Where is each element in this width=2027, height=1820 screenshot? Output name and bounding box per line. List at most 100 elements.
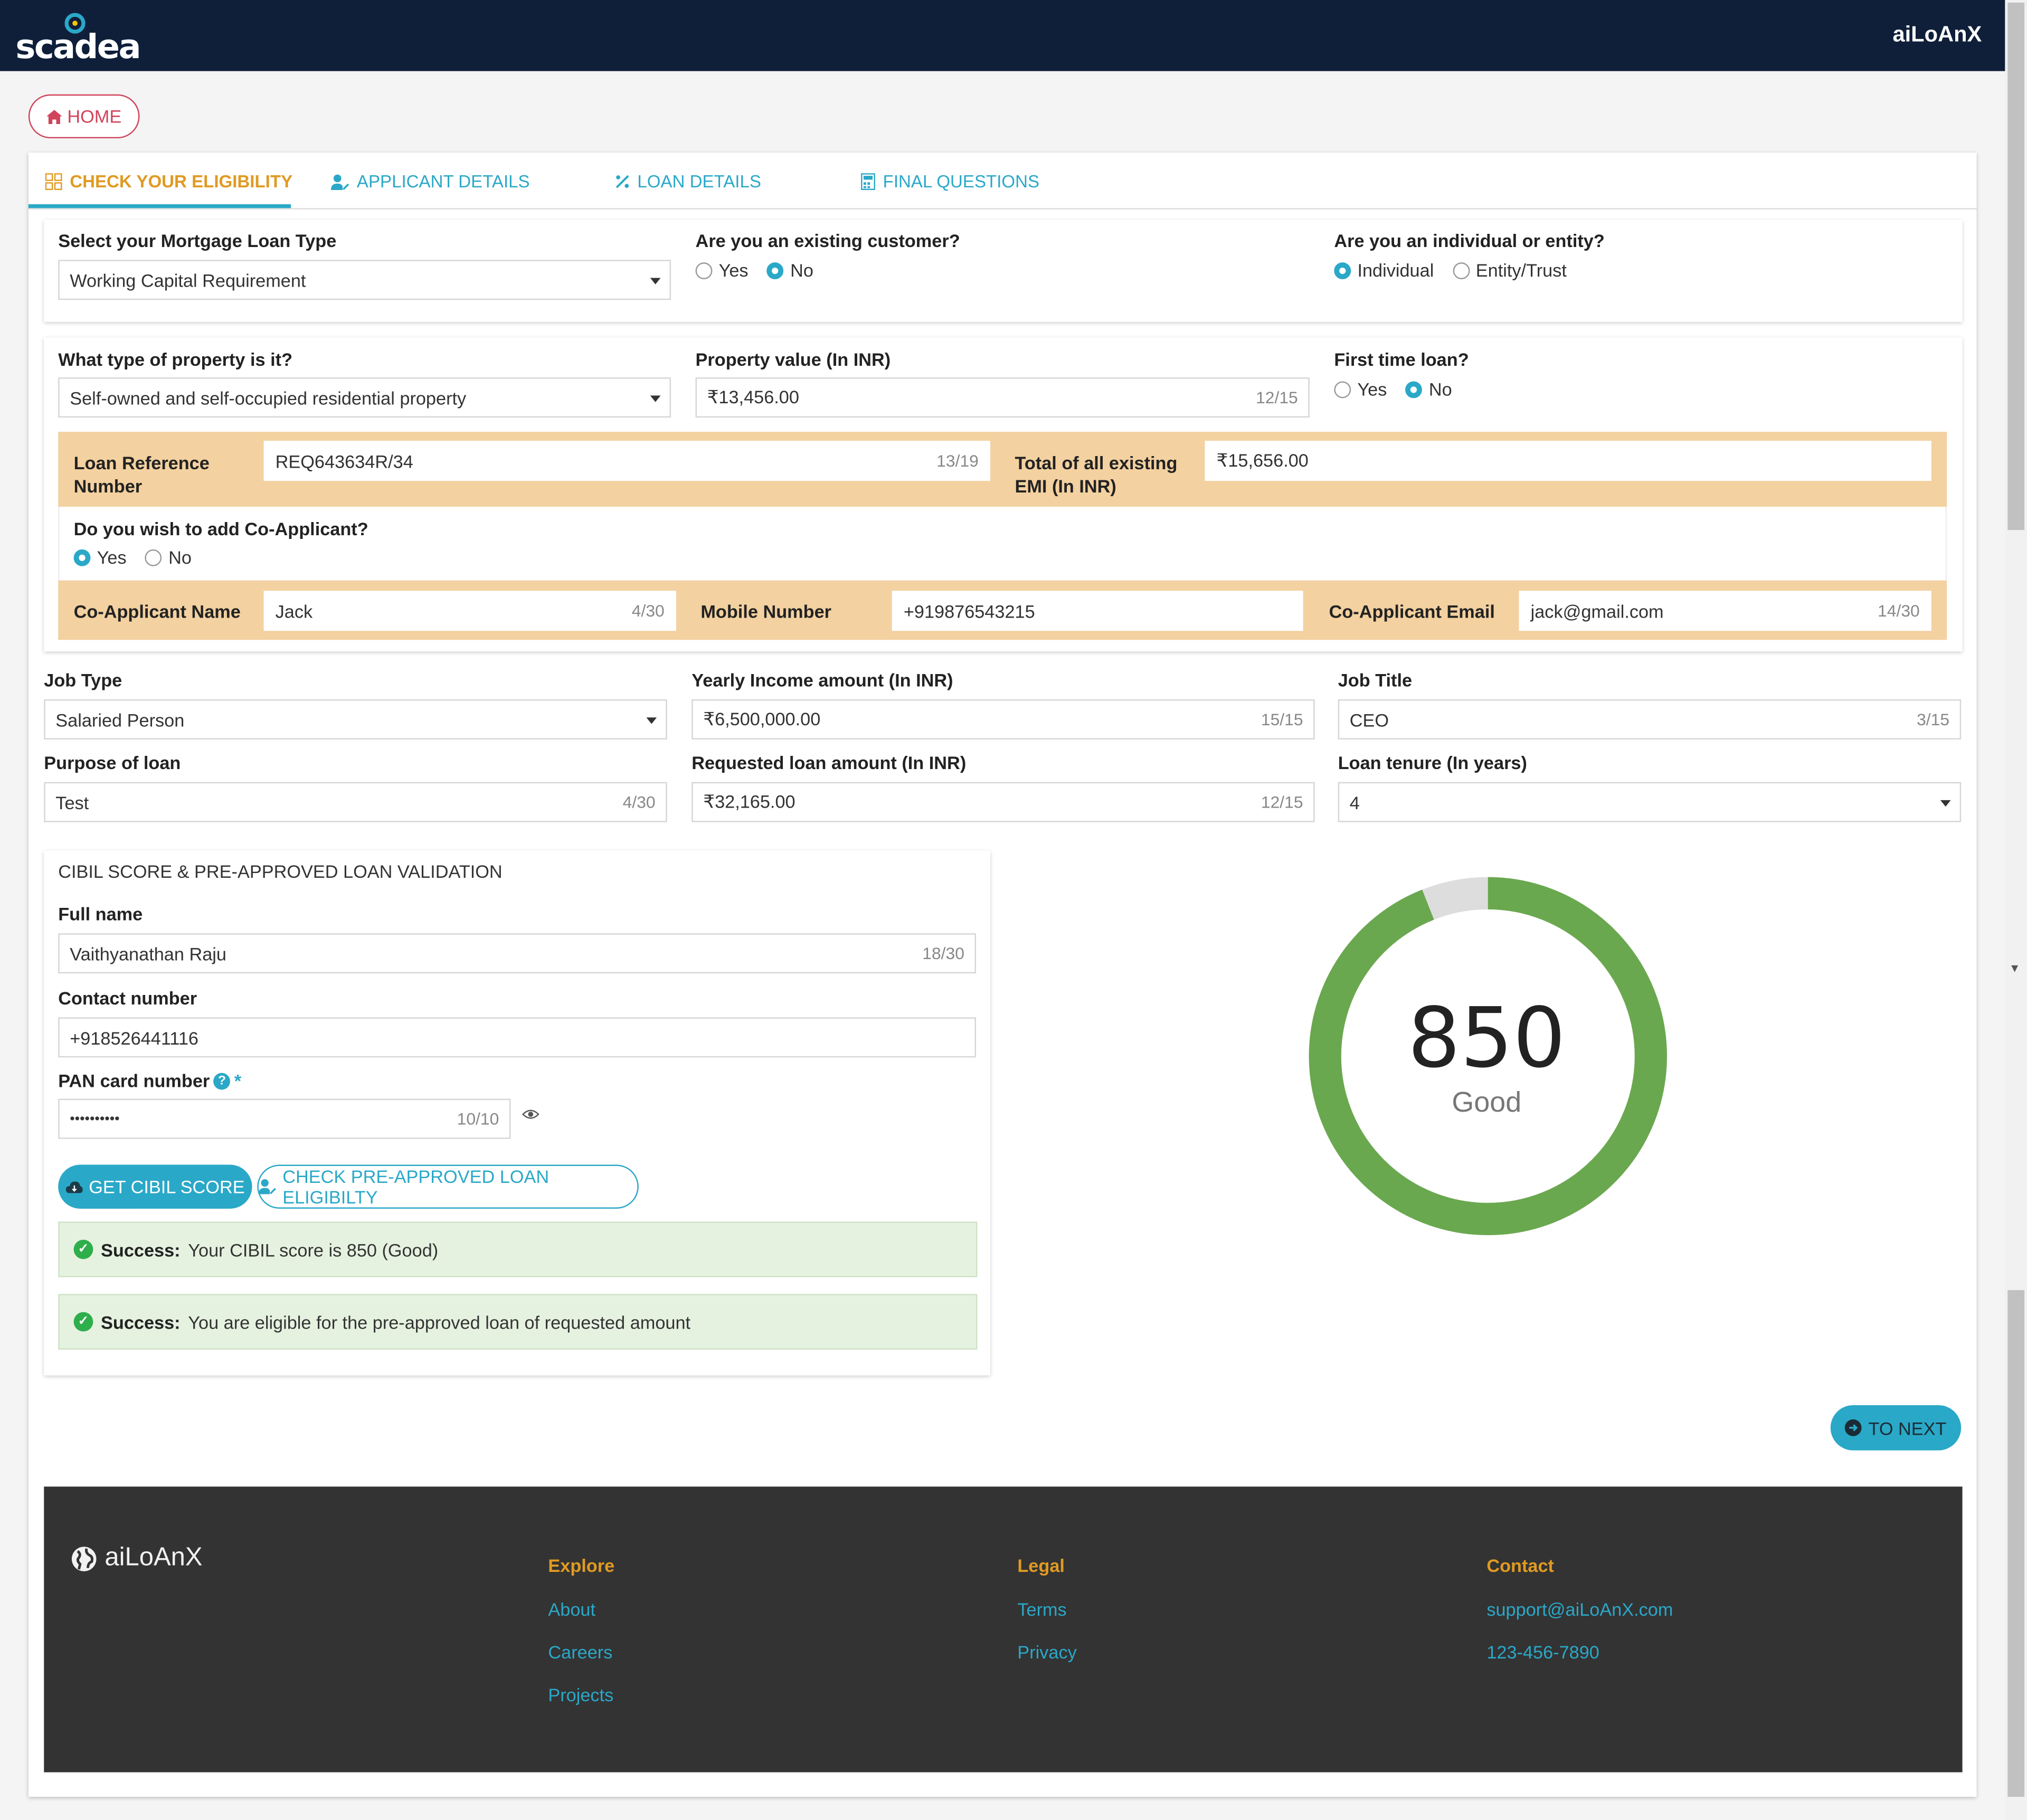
loan-reference-value: REQ643634R/34 (275, 450, 413, 471)
footer-legal-heading: Legal (1017, 1555, 1065, 1576)
footer-contact-email[interactable]: support@aiLoAnX.com (1486, 1599, 1673, 1620)
coapplicant-no-radio[interactable]: No (145, 547, 192, 567)
cloud-download-icon (65, 1181, 83, 1193)
full-name-input[interactable]: Vaithyanathan Raju 18/30 (58, 933, 976, 974)
first-time-no-radio[interactable]: No (1405, 379, 1452, 400)
full-name-label: Full name (58, 903, 143, 925)
job-type-select[interactable]: Salaried Person (44, 699, 667, 740)
individual-entity-label: Are you an individual or entity? (1334, 230, 1605, 251)
job-title-value: CEO (1349, 709, 1389, 730)
footer-contact-heading: Contact (1486, 1555, 1555, 1576)
scrollbar-thumb[interactable] (2007, 2, 2025, 530)
footer-link-terms[interactable]: Terms (1017, 1599, 1067, 1620)
coapplicant-name-value: Jack (275, 600, 313, 621)
check-circle-icon: ✓ (73, 1312, 93, 1332)
wizard-tabs (28, 153, 1977, 210)
mobile-number-input[interactable]: +919876543215 (892, 591, 1303, 631)
property-type-select[interactable]: Self-owned and self-occupied residential… (58, 377, 671, 418)
property-value-input[interactable]: ₹13,456.00 12/15 (695, 377, 1310, 418)
get-cibil-score-button[interactable]: GET CIBIL SCORE (58, 1164, 252, 1209)
tab-applicant-details[interactable]: APPLICANT DETAILS (330, 172, 530, 192)
home-button[interactable]: HOME (28, 94, 140, 139)
cibil-score-gauge (1309, 877, 1667, 1236)
footer-link-projects[interactable]: Projects (548, 1684, 614, 1705)
top-navbar (0, 0, 2005, 71)
scrollbar-thumb-secondary[interactable] (2007, 1290, 2025, 1797)
chevron-down-icon (646, 717, 657, 724)
contact-number-input[interactable]: +918526441116 (58, 1017, 976, 1058)
loan-type-select[interactable]: Working Capital Requirement (58, 260, 671, 300)
gauge-fill (1309, 877, 1667, 1236)
char-counter: 14/30 (1878, 601, 1920, 621)
purpose-value: Test (55, 792, 89, 813)
footer-link-privacy[interactable]: Privacy (1017, 1642, 1077, 1663)
tab-final-questions[interactable]: FINAL QUESTIONS (861, 172, 1040, 192)
requested-amount-input[interactable]: ₹32,165.00 12/15 (692, 782, 1315, 822)
loan-type-label: Select your Mortgage Loan Type (58, 230, 337, 251)
existing-customer-no-radio[interactable]: No (766, 260, 813, 280)
pan-input[interactable]: •••••••••• 10/10 (58, 1098, 511, 1139)
job-title-input[interactable]: CEO 3/15 (1338, 699, 1962, 740)
footer-link-about[interactable]: About (548, 1599, 595, 1620)
loan-tenure-label: Loan tenure (In years) (1338, 752, 1527, 773)
loan-tenure-value: 4 (1349, 792, 1360, 813)
tab-label: APPLICANT DETAILS (356, 172, 530, 192)
first-time-yes-radio[interactable]: Yes (1334, 379, 1387, 400)
tab-label: FINAL QUESTIONS (883, 172, 1040, 192)
success-alert-cibil: ✓ Success: Your CIBIL score is 850 (Good… (58, 1221, 978, 1277)
first-time-loan-radio-group: Yes No (1334, 379, 1465, 404)
user-edit-icon (330, 174, 349, 189)
footer-link-careers[interactable]: Careers (548, 1642, 613, 1663)
job-type-value: Salaried Person (55, 709, 185, 730)
home-icon (46, 109, 62, 124)
to-next-button[interactable]: TO NEXT (1830, 1405, 1962, 1451)
individual-radio[interactable]: Individual (1334, 260, 1434, 280)
full-name-value: Vaithyanathan Raju (70, 943, 226, 964)
alert-text: You are eligible for the pre-approved lo… (188, 1311, 691, 1332)
calculator-icon (861, 173, 875, 191)
get-cibil-score-label: GET CIBIL SCORE (89, 1176, 245, 1197)
purpose-input[interactable]: Test 4/30 (44, 782, 667, 822)
percent-icon (615, 175, 629, 188)
coapplicant-name-input[interactable]: Jack 4/30 (263, 591, 676, 631)
contact-number-value: +918526441116 (70, 1027, 198, 1048)
loan-reference-input[interactable]: REQ643634R/34 13/19 (263, 441, 990, 481)
help-icon[interactable]: ? (213, 1072, 231, 1089)
char-counter: 12/15 (1261, 792, 1303, 812)
yearly-income-input[interactable]: ₹6,500,000.00 15/15 (692, 699, 1315, 740)
tab-check-eligibility[interactable]: CHECK YOUR ELIGIBILITY (45, 172, 292, 191)
scroll-down-arrow-icon[interactable]: ▼ (2009, 962, 2021, 975)
footer-contact-phone[interactable]: 123-456-7890 (1486, 1642, 1599, 1663)
mobile-number-value: +919876543215 (903, 600, 1035, 621)
property-type-value: Self-owned and self-occupied residential… (70, 387, 467, 408)
arrow-circle-right-icon (1845, 1419, 1862, 1436)
existing-emi-input[interactable]: ₹15,656.00 (1205, 441, 1931, 481)
chevron-down-icon (650, 278, 661, 285)
eye-icon[interactable] (522, 1104, 539, 1127)
coapplicant-yes-radio[interactable]: Yes (73, 547, 127, 567)
loan-tenure-select[interactable]: 4 (1338, 782, 1962, 822)
tab-loan-details[interactable]: LOAN DETAILS (615, 172, 761, 191)
coapplicant-email-input[interactable]: jack@gmail.com 14/30 (1519, 591, 1931, 631)
logo[interactable]: scadea (15, 28, 141, 68)
char-counter: 12/15 (1256, 387, 1298, 407)
entity-trust-radio[interactable]: Entity/Trust (1452, 260, 1567, 280)
pan-label-wrap: PAN card number ? * (58, 1070, 241, 1091)
check-preapproved-label: CHECK PRE-APPROVED LOAN ELIGIBILTY (282, 1165, 550, 1208)
char-counter: 10/10 (457, 1109, 499, 1129)
char-counter: 18/30 (922, 943, 964, 963)
purpose-label: Purpose of loan (44, 752, 181, 773)
char-counter: 3/15 (1917, 709, 1950, 729)
cibil-panel-title: CIBIL SCORE & PRE-APPROVED LOAN VALIDATI… (58, 861, 503, 882)
yearly-income-value: ₹6,500,000.00 (703, 708, 821, 729)
existing-customer-yes-radio[interactable]: Yes (695, 260, 749, 280)
footer-brand-text: aiLoAnX (105, 1543, 203, 1572)
footer-explore-heading: Explore (548, 1555, 615, 1576)
first-time-loan-label: First time loan? (1334, 349, 1469, 370)
yearly-income-label: Yearly Income amount (In INR) (692, 669, 953, 690)
requested-amount-value: ₹32,165.00 (703, 791, 795, 812)
coapplicant-radio-group: Yes No (73, 547, 205, 572)
app-brand: aiLoAnX (1892, 22, 1982, 47)
check-preapproved-button[interactable]: CHECK PRE-APPROVED LOAN ELIGIBILTY (257, 1164, 639, 1209)
loan-type-value: Working Capital Requirement (70, 269, 306, 290)
